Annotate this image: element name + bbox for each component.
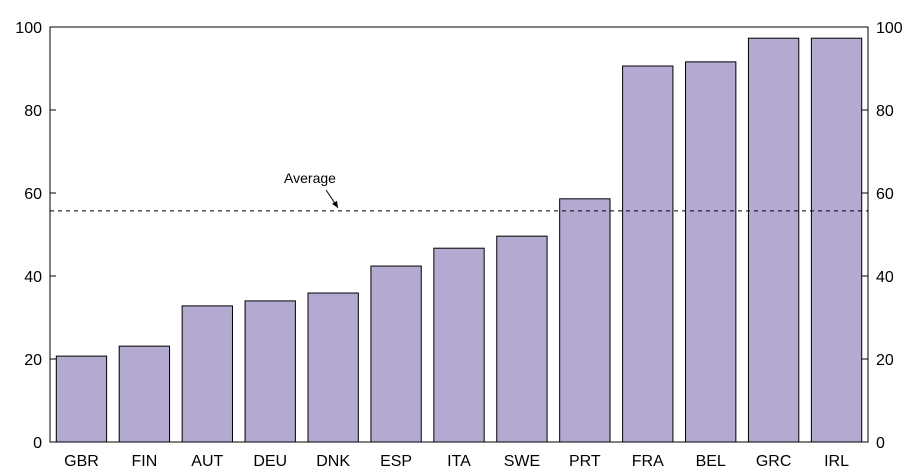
y2-tick-label: 0 bbox=[876, 435, 885, 452]
bar bbox=[559, 198, 611, 443]
bar bbox=[622, 65, 674, 443]
x-tick-label: AUT bbox=[191, 453, 223, 466]
y-tick-label: 60 bbox=[24, 186, 42, 203]
bar bbox=[685, 61, 737, 443]
y2-tick-label: 20 bbox=[876, 352, 894, 369]
x-tick-label: PRT bbox=[569, 453, 601, 466]
x-tick-label: ITA bbox=[447, 453, 471, 466]
bar bbox=[810, 37, 863, 443]
average-arrowhead bbox=[332, 200, 338, 208]
x-tick-label: DEU bbox=[253, 453, 287, 466]
x-tick-label: FRA bbox=[632, 453, 664, 466]
bar bbox=[118, 345, 171, 443]
bar bbox=[496, 235, 548, 443]
y2-tick-label: 80 bbox=[876, 103, 894, 120]
y-tick-label: 100 bbox=[15, 20, 42, 37]
x-tick-label: GBR bbox=[64, 453, 99, 466]
x-tick-label: GRC bbox=[756, 453, 792, 466]
y2-tick-label: 40 bbox=[876, 269, 894, 286]
x-tick-label: FIN bbox=[131, 453, 157, 466]
y2-tick-label: 100 bbox=[876, 20, 903, 37]
x-tick-label: BEL bbox=[696, 453, 726, 466]
bar bbox=[307, 292, 359, 443]
y2-tick-label: 60 bbox=[876, 186, 894, 203]
y-tick-label: 0 bbox=[33, 435, 42, 452]
bar bbox=[55, 355, 108, 443]
x-tick-label: DNK bbox=[316, 453, 350, 466]
x-tick-label: SWE bbox=[504, 453, 540, 466]
x-tick-label: ESP bbox=[380, 453, 412, 466]
y-tick-label: 80 bbox=[24, 103, 42, 120]
bar bbox=[370, 265, 422, 443]
bar bbox=[181, 305, 233, 443]
bar bbox=[747, 37, 800, 443]
y-tick-label: 40 bbox=[24, 269, 42, 286]
y-tick-label: 20 bbox=[24, 352, 42, 369]
x-tick-label: IRL bbox=[824, 453, 849, 466]
bar bbox=[433, 247, 485, 443]
bar bbox=[244, 300, 296, 443]
average-label: Average bbox=[284, 170, 336, 186]
